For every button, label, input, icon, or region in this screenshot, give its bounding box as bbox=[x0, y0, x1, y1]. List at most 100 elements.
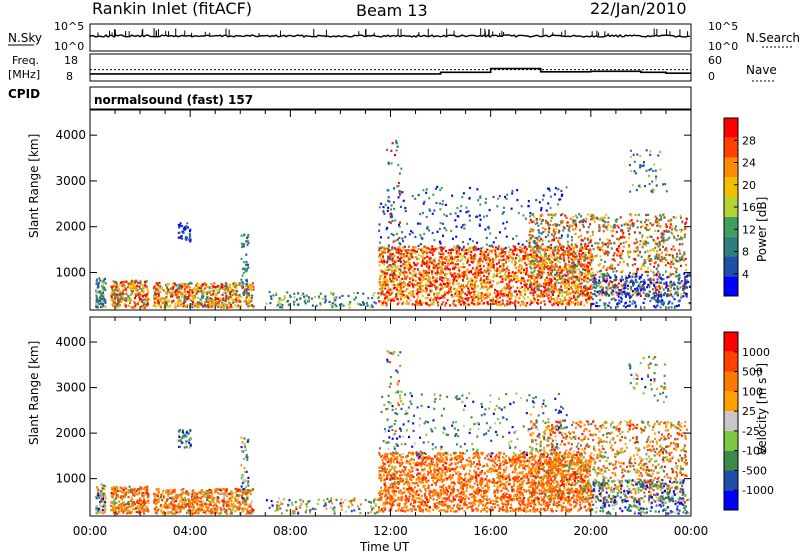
power-point bbox=[466, 294, 468, 296]
power-point bbox=[499, 259, 501, 261]
power-point bbox=[223, 291, 225, 293]
power-point bbox=[431, 262, 433, 264]
power-point bbox=[590, 251, 592, 253]
power-point bbox=[492, 297, 494, 299]
power-point bbox=[213, 302, 215, 304]
power-point bbox=[404, 277, 406, 279]
power-point bbox=[229, 286, 231, 288]
power-point bbox=[564, 215, 566, 217]
power-point bbox=[456, 226, 458, 228]
power-point bbox=[422, 212, 424, 214]
power-point bbox=[612, 230, 614, 232]
power-point bbox=[385, 204, 387, 206]
power-point bbox=[101, 298, 103, 300]
power-point bbox=[628, 244, 630, 246]
power-point bbox=[614, 252, 616, 254]
power-point bbox=[134, 293, 136, 295]
power-point bbox=[566, 271, 568, 273]
power-point bbox=[531, 277, 533, 279]
power-point bbox=[566, 217, 568, 219]
power-point bbox=[243, 272, 245, 274]
power-point bbox=[497, 282, 499, 284]
freq-panel-frame bbox=[90, 54, 691, 81]
power-point bbox=[286, 291, 288, 293]
power-point bbox=[217, 306, 219, 308]
power-point bbox=[444, 262, 446, 264]
power-point bbox=[552, 250, 554, 252]
power-point bbox=[509, 301, 511, 303]
power-point bbox=[664, 292, 666, 294]
power-point bbox=[586, 231, 588, 233]
power-point bbox=[511, 280, 513, 282]
power-point bbox=[547, 222, 549, 224]
power-point bbox=[585, 218, 587, 220]
power-point bbox=[444, 304, 446, 306]
power-point bbox=[135, 287, 137, 289]
power-point bbox=[683, 259, 685, 261]
power-point bbox=[616, 254, 618, 256]
power-point bbox=[166, 287, 168, 289]
power-point bbox=[427, 297, 429, 299]
power-point bbox=[580, 250, 582, 252]
power-point bbox=[589, 272, 591, 274]
power-point bbox=[192, 291, 194, 293]
power-point bbox=[518, 290, 520, 292]
power-point bbox=[101, 300, 103, 302]
power-point bbox=[664, 230, 666, 232]
power-point bbox=[464, 253, 466, 255]
power-point bbox=[426, 216, 428, 218]
power-point bbox=[143, 291, 145, 293]
power-point bbox=[534, 282, 536, 284]
power-point bbox=[480, 295, 482, 297]
power-point bbox=[566, 247, 568, 249]
power-point bbox=[603, 265, 605, 267]
power-point bbox=[587, 245, 589, 247]
power-point bbox=[653, 293, 655, 295]
power-point bbox=[439, 189, 441, 191]
power-point bbox=[580, 301, 582, 303]
power-point bbox=[577, 295, 579, 297]
power-point bbox=[418, 254, 420, 256]
nsky-tick-bottom: 10^0 bbox=[54, 40, 84, 53]
power-point bbox=[203, 295, 205, 297]
power-point bbox=[463, 275, 465, 277]
power-point bbox=[598, 224, 600, 226]
power-point bbox=[226, 284, 228, 286]
power-point bbox=[567, 221, 569, 223]
power-point bbox=[402, 291, 404, 293]
power-point bbox=[474, 258, 476, 260]
power-point bbox=[511, 302, 513, 304]
power-point bbox=[578, 279, 580, 281]
power-point bbox=[158, 295, 160, 297]
power-point bbox=[528, 205, 530, 207]
power-point bbox=[580, 290, 582, 292]
power-point bbox=[116, 293, 118, 295]
power-point bbox=[666, 282, 668, 284]
power-point bbox=[425, 291, 427, 293]
power-point bbox=[457, 254, 459, 256]
power-point bbox=[400, 250, 402, 252]
power-point bbox=[561, 292, 563, 294]
power-point bbox=[675, 229, 677, 231]
power-point bbox=[163, 301, 165, 303]
power-point bbox=[607, 304, 609, 306]
power-point bbox=[478, 269, 480, 271]
power-point bbox=[192, 298, 194, 300]
power-point bbox=[659, 225, 661, 227]
power-point bbox=[641, 237, 643, 239]
power-point bbox=[535, 252, 537, 254]
power-point bbox=[667, 262, 669, 264]
power-point bbox=[463, 255, 465, 257]
power-point bbox=[511, 192, 513, 194]
power-point bbox=[643, 306, 645, 308]
power-point bbox=[178, 226, 180, 228]
power-point bbox=[438, 263, 440, 265]
power-point bbox=[517, 302, 519, 304]
power-point bbox=[469, 280, 471, 282]
power-point bbox=[477, 285, 479, 287]
power-point bbox=[199, 302, 201, 304]
power-point bbox=[470, 292, 472, 294]
power-point bbox=[401, 278, 403, 280]
power-point bbox=[486, 267, 488, 269]
power-point bbox=[599, 263, 601, 265]
